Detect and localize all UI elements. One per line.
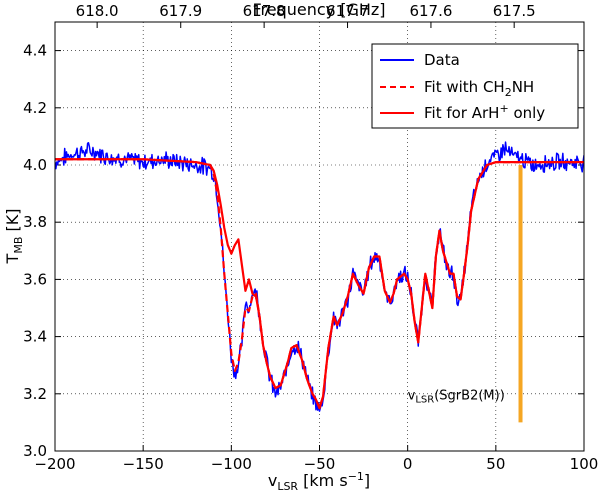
top-tick-label: 617.8 [243, 2, 286, 20]
top-tick-label: 617.9 [159, 2, 202, 20]
y-tick-label: 3.8 [23, 213, 47, 231]
x-axis-ticks: −200 −150 −100 −50 0 50 100 [34, 445, 598, 473]
legend-label-fit-arh: Fit for ArH+ only [424, 102, 545, 122]
x-tick-label: −150 [123, 455, 164, 473]
y-tick-label: 3.6 [23, 270, 47, 288]
y-tick-label: 3.0 [23, 442, 47, 460]
y-tick-label: 3.4 [23, 328, 47, 346]
y-tick-label: 4.0 [23, 156, 47, 174]
top-axis-ticks: 618.0 617.9 617.8 617.7 617.6 617.5 [76, 2, 536, 28]
top-tick-label: 617.5 [493, 2, 536, 20]
y-tick-label: 3.2 [23, 385, 47, 403]
x-tick-label: −50 [304, 455, 336, 473]
plot-frame [54, 21, 585, 452]
source-velocity-label: vLSR(SgrB2(M)) [408, 389, 505, 406]
x-tick-label: 100 [570, 455, 599, 473]
top-tick-label: 618.0 [76, 2, 119, 20]
legend-label-fit-ch2nh: Fit with CH2NH [424, 78, 534, 99]
x-tick-label: −200 [34, 455, 75, 473]
top-axis-title: Frequency [GHz] [252, 0, 385, 19]
x-tick-label: 50 [486, 455, 505, 473]
series-layer [55, 141, 584, 412]
top-tick-label: 617.6 [409, 2, 452, 20]
x-tick-label: −100 [211, 455, 252, 473]
x-tick-label: 0 [403, 455, 413, 473]
x-axis-title: vLSR [km s−1] [268, 470, 370, 492]
top-tick-label: 617.7 [326, 2, 369, 20]
series-line-2 [55, 158, 584, 410]
legend: Data Fit with CH2NH Fit for ArH+ only [371, 43, 579, 129]
y-axis-ticks: 3.0 3.2 3.4 3.6 3.8 4.0 4.2 4.4 [23, 42, 584, 460]
y-axis-title: TMB [K] [3, 209, 25, 265]
y-tick-label: 4.2 [23, 99, 47, 117]
y-tick-label: 4.4 [23, 42, 47, 60]
legend-label-data: Data [424, 51, 460, 69]
series-line-0 [55, 141, 584, 412]
